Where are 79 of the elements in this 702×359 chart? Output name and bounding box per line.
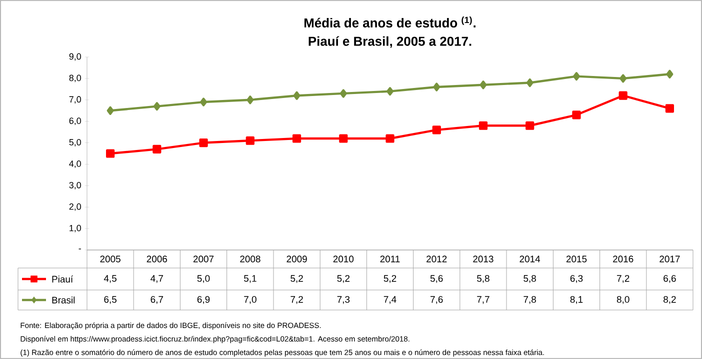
x-tick-label: 2017 <box>660 256 680 262</box>
point <box>106 149 115 158</box>
point <box>293 91 300 100</box>
point <box>340 89 347 98</box>
data-label: 5,8 <box>524 275 536 283</box>
chart-title: Média de anos de estudo $^{(1)}$. <box>304 16 476 28</box>
data-label: 5,2 <box>290 275 303 283</box>
y-tick-label: 2,0 <box>69 203 82 211</box>
point <box>526 78 534 88</box>
point <box>199 138 208 148</box>
data-label: 4,5 <box>104 275 116 283</box>
point <box>246 96 254 104</box>
data-label: 8,2 <box>664 296 676 304</box>
data-label: 7,7 <box>477 296 490 304</box>
point <box>292 134 302 143</box>
point <box>480 80 487 90</box>
point <box>572 72 580 81</box>
data-label: 5,6 <box>430 275 443 283</box>
y-tick-label: 1,0 <box>70 224 82 232</box>
point <box>432 126 441 134</box>
x-tick-label: 2012 <box>426 256 447 262</box>
y-tick-label: 4,0 <box>69 160 82 168</box>
y-tick-label: 9,0 <box>69 53 82 61</box>
point <box>618 91 628 100</box>
y-tick-label: 7,0 <box>69 96 82 104</box>
data-label: 6,9 <box>197 296 210 304</box>
x-tick-label: 2013 <box>473 256 494 262</box>
point <box>339 134 348 143</box>
point <box>620 74 627 83</box>
point <box>106 106 114 115</box>
data-label: 5,2 <box>337 275 350 283</box>
legend-label: Brasil <box>52 296 75 304</box>
data-label: 8,0 <box>616 296 630 304</box>
data-label: 8,1 <box>570 296 583 304</box>
x-tick-label: 2015 <box>566 256 587 262</box>
point <box>665 104 674 113</box>
data-label: 7,0 <box>244 296 256 304</box>
data-label: 6,7 <box>150 296 164 304</box>
x-tick-label: 2006 <box>146 256 168 262</box>
x-tick-label: 2014 <box>520 256 540 262</box>
y-tick-label: 5,0 <box>69 139 82 146</box>
data-label: 6,6 <box>664 275 676 283</box>
y-tick-label: 8,0 <box>69 74 82 82</box>
data-label: 5,0 <box>197 275 210 283</box>
legend-label: Piauí <box>52 275 74 283</box>
data-label: 5,2 <box>384 275 396 283</box>
point <box>526 121 534 130</box>
y-tick-label: 6,0 <box>69 118 82 126</box>
point <box>666 70 674 78</box>
x-tick-label: 2005 <box>100 256 120 262</box>
data-label: 6,5 <box>104 296 116 304</box>
point <box>152 144 162 154</box>
x-tick-label: 2009 <box>286 256 307 262</box>
x-tick-label: 2016 <box>613 256 634 262</box>
data-label: 5,1 <box>244 275 256 283</box>
point <box>200 98 208 106</box>
chart-subtitle: Piauí e Brasil, 2005 a 2017. <box>308 36 472 48</box>
point <box>572 110 581 120</box>
data-label: 7,6 <box>430 296 443 304</box>
y-tick-label: - <box>78 248 81 250</box>
point <box>386 134 394 143</box>
point <box>478 121 488 130</box>
point <box>153 102 160 111</box>
point <box>433 82 440 92</box>
data-label: 7,8 <box>524 296 536 304</box>
data-label: 6,3 <box>570 275 583 283</box>
x-tick-label: 2010 <box>333 256 354 262</box>
data-label: 7,4 <box>384 296 396 304</box>
data-label: 7,2 <box>290 296 303 304</box>
data-label: 5,8 <box>477 275 490 283</box>
x-tick-label: 2011 <box>380 256 400 262</box>
data-label: 4,7 <box>150 275 164 283</box>
data-label: 7,3 <box>337 296 350 304</box>
data-label: 7,2 <box>617 275 630 283</box>
point <box>386 87 394 96</box>
x-tick-label: 2007 <box>193 256 214 262</box>
y-tick-label: 3,0 <box>69 182 82 190</box>
x-tick-label: 2008 <box>240 256 260 262</box>
point <box>246 136 254 145</box>
